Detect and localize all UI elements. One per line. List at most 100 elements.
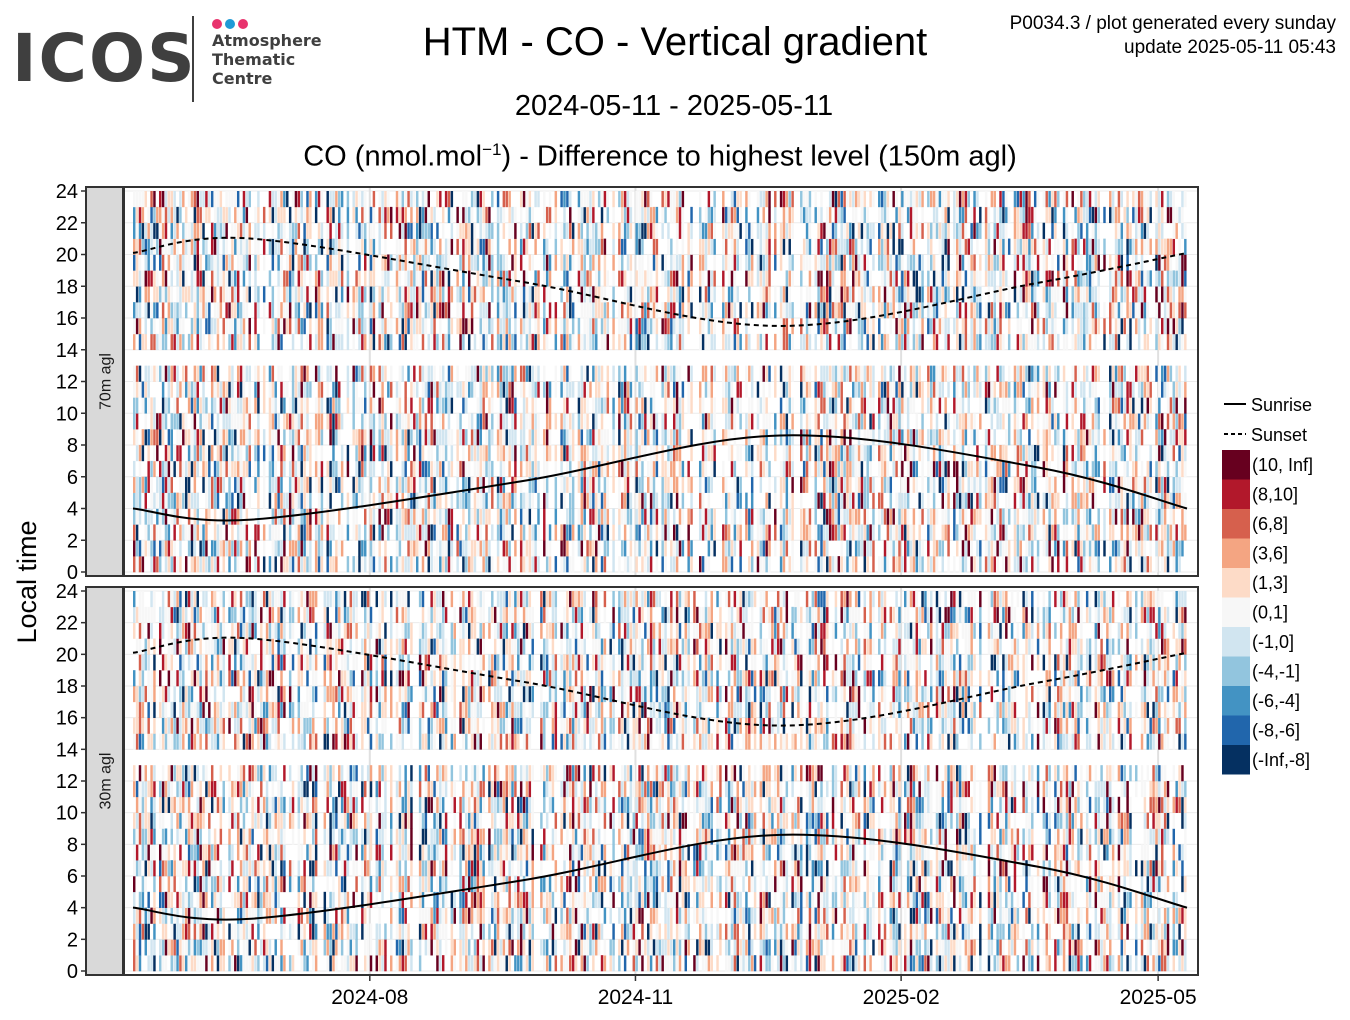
heatmap-cell: [364, 492, 367, 509]
heatmap-cell: [944, 460, 947, 478]
heatmap-cell: [730, 365, 734, 382]
heatmap-cell: [519, 302, 523, 319]
heatmap-cell: [421, 318, 425, 335]
heatmap-cell: [722, 524, 725, 541]
heatmap-cell: [823, 476, 826, 493]
heatmap-cell: [623, 286, 627, 303]
heatmap-cell: [502, 445, 506, 462]
heatmap-cell: [361, 286, 364, 303]
heatmap-cell: [317, 524, 321, 541]
heatmap-cell: [932, 397, 936, 414]
heatmap-cell: [886, 302, 890, 319]
heatmap-cell: [283, 191, 286, 208]
heatmap-cell: [467, 508, 471, 525]
heatmap-cell: [294, 381, 298, 398]
heatmap-cell: [257, 286, 260, 303]
heatmap-cell: [826, 508, 829, 525]
heatmap-cell: [459, 429, 462, 446]
heatmap-cell: [626, 492, 630, 509]
heatmap-cell: [190, 397, 194, 414]
heatmap-cell: [208, 254, 211, 271]
heatmap-cell: [970, 302, 973, 319]
heatmap-cell: [675, 254, 679, 271]
heatmap-cell: [707, 270, 711, 287]
heatmap-cell: [355, 286, 358, 303]
heatmap-cell: [964, 222, 968, 239]
heatmap-cell: [346, 381, 350, 398]
heatmap-cell: [381, 333, 384, 351]
heatmap-cell: [566, 524, 569, 541]
heatmap-cell: [297, 302, 301, 319]
heatmap-cell: [852, 492, 855, 509]
heatmap-cell: [364, 556, 367, 573]
heatmap-cell: [612, 556, 615, 573]
heatmap-cell: [303, 381, 306, 398]
heatmap-cell: [294, 397, 298, 414]
heatmap-cell: [953, 222, 956, 239]
heatmap-cell: [647, 270, 650, 287]
heatmap-cell: [369, 460, 373, 478]
heatmap-cell: [964, 302, 968, 319]
heatmap-cell: [372, 556, 376, 573]
heatmap-cell: [932, 460, 936, 478]
heatmap-cell: [583, 333, 586, 351]
heatmap-cell: [820, 508, 823, 525]
heatmap-cell: [210, 270, 214, 287]
heatmap-cell: [774, 302, 777, 319]
heatmap-cell: [234, 318, 237, 335]
heatmap-cell: [286, 524, 289, 541]
heatmap-cell: [338, 254, 341, 271]
heatmap-cell: [898, 238, 901, 255]
heatmap-cell: [404, 381, 407, 398]
heatmap-cell: [225, 254, 228, 271]
heatmap-cell: [785, 397, 789, 414]
heatmap-cell: [488, 238, 491, 255]
heatmap-cell: [242, 460, 246, 478]
heatmap-cell: [182, 429, 185, 446]
heatmap-cell: [332, 508, 335, 525]
heatmap-cell: [889, 413, 893, 430]
heatmap-cell: [826, 318, 829, 335]
heatmap-cell: [857, 524, 861, 541]
heatmap-cell: [225, 381, 228, 398]
heatmap-cell: [346, 445, 350, 462]
heatmap-cell: [996, 254, 999, 271]
heatmap-cell: [670, 492, 673, 509]
heatmap-cell: [488, 318, 491, 335]
heatmap-cell: [915, 413, 919, 430]
heatmap-cell: [597, 397, 601, 414]
heatmap-cell: [187, 254, 191, 271]
heatmap-cell: [785, 476, 789, 493]
heatmap-cell: [647, 333, 650, 351]
heatmap-cell: [387, 333, 390, 351]
heatmap-cell: [361, 476, 364, 493]
heatmap-cell: [528, 556, 532, 573]
heatmap-cell: [361, 238, 364, 255]
heatmap-cell: [314, 540, 318, 557]
heatmap-cell: [603, 429, 607, 446]
heatmap-cell: [652, 254, 656, 271]
heatmap-cell: [597, 222, 601, 239]
heatmap-cell: [863, 191, 867, 208]
heatmap-cell: [283, 445, 286, 462]
heatmap-cell: [843, 270, 846, 287]
heatmap-cell: [390, 508, 393, 525]
heatmap-cell: [895, 381, 898, 398]
heatmap-cell: [196, 460, 199, 478]
heatmap-cell: [164, 540, 168, 557]
heatmap-cell: [280, 365, 283, 382]
heatmap-cell: [196, 222, 199, 239]
heatmap-cell: [427, 381, 430, 398]
heatmap-cell: [202, 206, 205, 224]
heatmap-cell: [485, 333, 488, 351]
heatmap-cell: [213, 556, 217, 573]
heatmap-cell: [470, 254, 474, 271]
heatmap-cell: [231, 222, 234, 239]
heatmap-cell: [863, 254, 867, 271]
heatmap-cell: [248, 286, 251, 303]
heatmap-cell: [932, 476, 936, 493]
heatmap-cell: [372, 302, 376, 319]
heatmap-cell: [921, 397, 924, 414]
heatmap-cell: [456, 222, 459, 239]
heatmap-cell: [912, 540, 916, 557]
